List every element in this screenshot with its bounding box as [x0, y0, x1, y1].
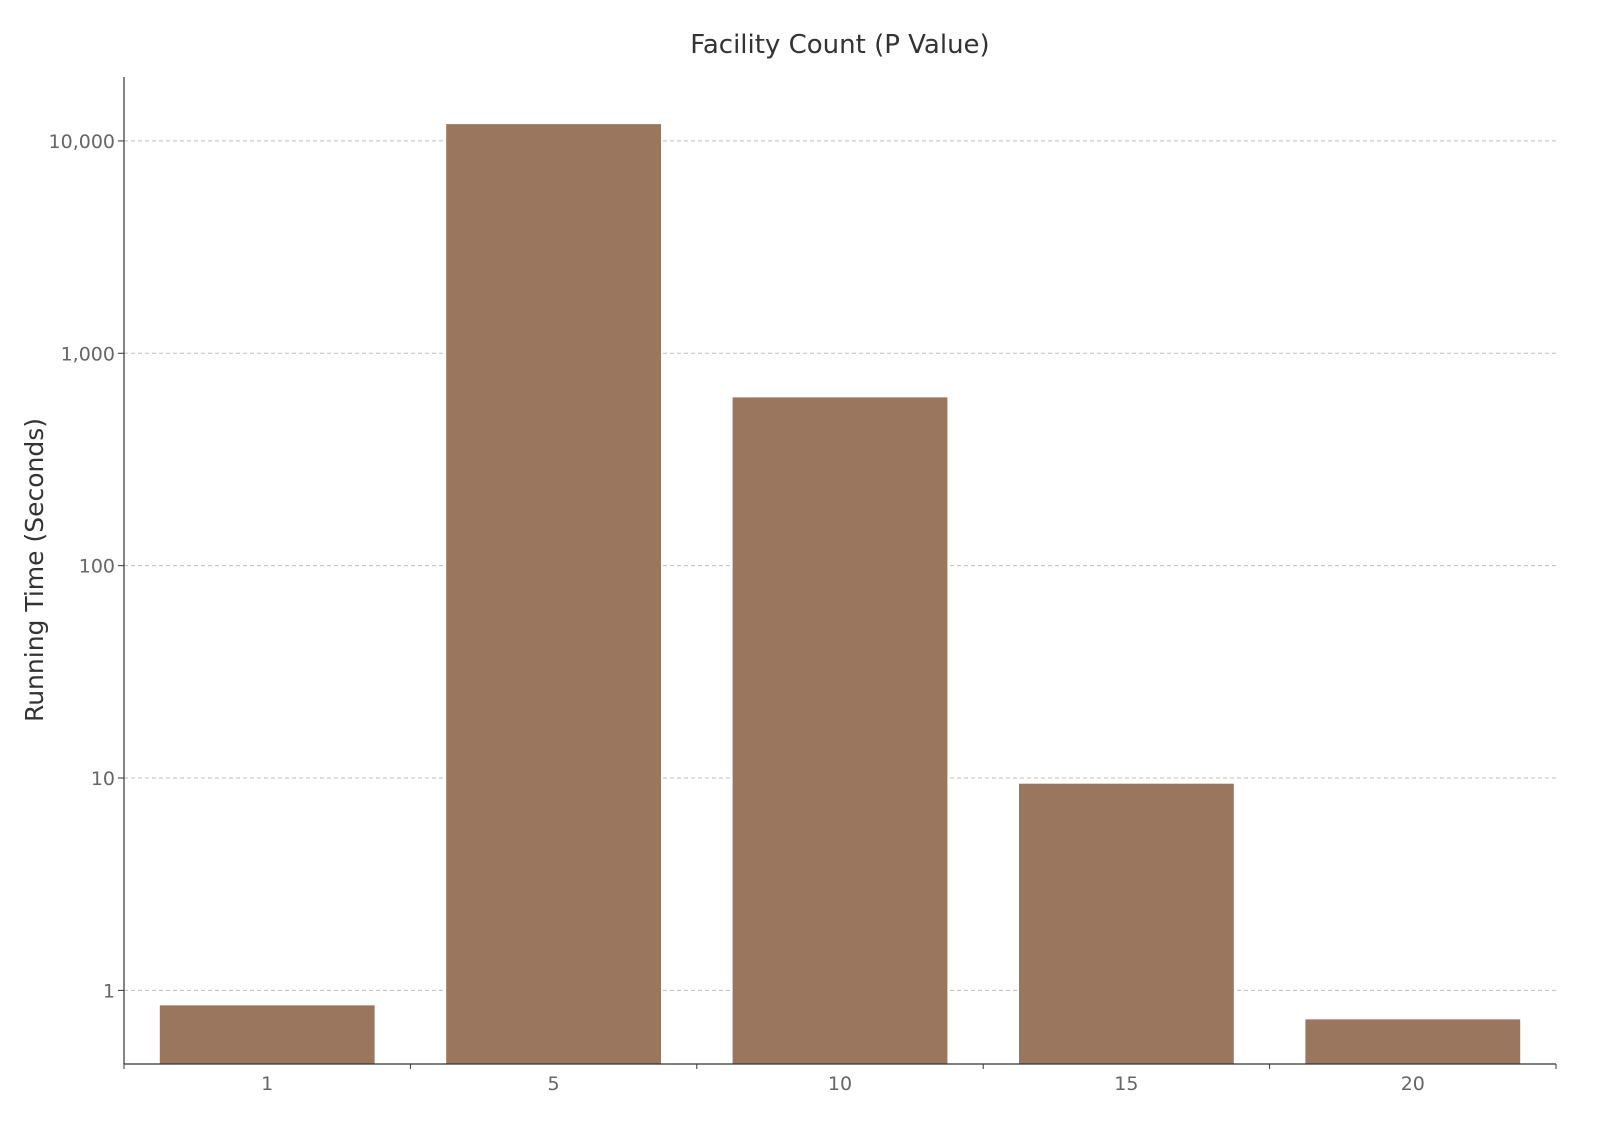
x-tick-label: 10 — [828, 1073, 852, 1095]
bar — [1019, 783, 1234, 1064]
y-tick-label: 1 — [103, 980, 115, 1002]
bars — [159, 124, 1521, 1065]
chart-title: Facility Count (P Value) — [690, 30, 989, 60]
bar — [732, 397, 948, 1065]
y-axis-ticks: 1 10 100 1,000 10,000 — [49, 131, 124, 1002]
x-tick-label: 15 — [1114, 1073, 1138, 1095]
y-tick-label: 10,000 — [49, 131, 115, 153]
y-tick-label: 100 — [79, 556, 115, 578]
x-axis-ticks: 1 5 10 15 20 — [123, 1064, 1557, 1095]
y-axis-label: Running Time (Seconds) — [20, 418, 49, 722]
bar — [159, 1005, 375, 1064]
x-tick-label: 1 — [261, 1073, 273, 1095]
bar — [1305, 1019, 1521, 1064]
y-tick-label: 1,000 — [61, 343, 115, 365]
x-tick-label: 5 — [548, 1073, 560, 1095]
x-tick-label: 20 — [1401, 1073, 1425, 1095]
y-tick-label: 10 — [91, 768, 115, 790]
axes — [123, 77, 1556, 1065]
bar — [446, 124, 661, 1064]
